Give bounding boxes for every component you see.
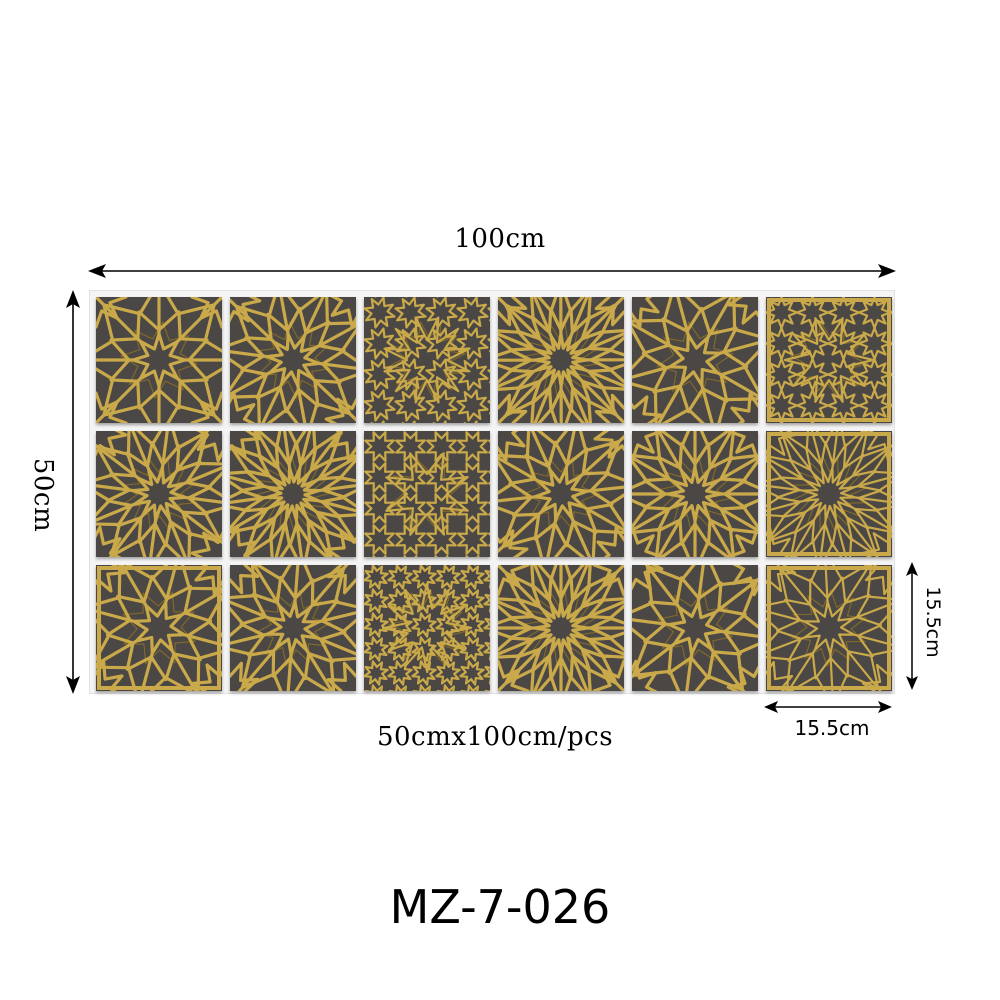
tile-height-arrow	[906, 562, 918, 690]
sheet-size-label: 50cmx100cm/pcs	[376, 722, 614, 752]
pattern-tile	[498, 431, 624, 557]
pattern-tile	[230, 297, 356, 423]
pattern-tile	[766, 565, 892, 691]
tile-height-label: 15.5cm	[922, 586, 944, 658]
height-arrow	[66, 290, 80, 694]
width-label: 100cm	[454, 224, 546, 254]
tile-width-arrow	[764, 701, 892, 713]
pattern-tile	[632, 431, 758, 557]
pattern-tile	[498, 565, 624, 691]
width-arrow	[88, 264, 896, 278]
pattern-tile	[766, 297, 892, 423]
height-label: 50cm	[28, 457, 58, 533]
sticker-sheet	[89, 290, 895, 694]
pattern-tile	[230, 565, 356, 691]
pattern-tile	[498, 297, 624, 423]
pattern-tile	[364, 297, 490, 423]
pattern-tile	[230, 431, 356, 557]
product-code: MZ-7-026	[389, 880, 611, 934]
pattern-tile	[96, 431, 222, 557]
pattern-tile	[766, 431, 892, 557]
pattern-tile	[632, 565, 758, 691]
tile-width-label: 15.5cm	[794, 716, 870, 740]
pattern-tile	[96, 297, 222, 423]
pattern-tile	[632, 297, 758, 423]
pattern-tile	[96, 565, 222, 691]
pattern-tile	[364, 431, 490, 557]
pattern-tile	[364, 565, 490, 691]
